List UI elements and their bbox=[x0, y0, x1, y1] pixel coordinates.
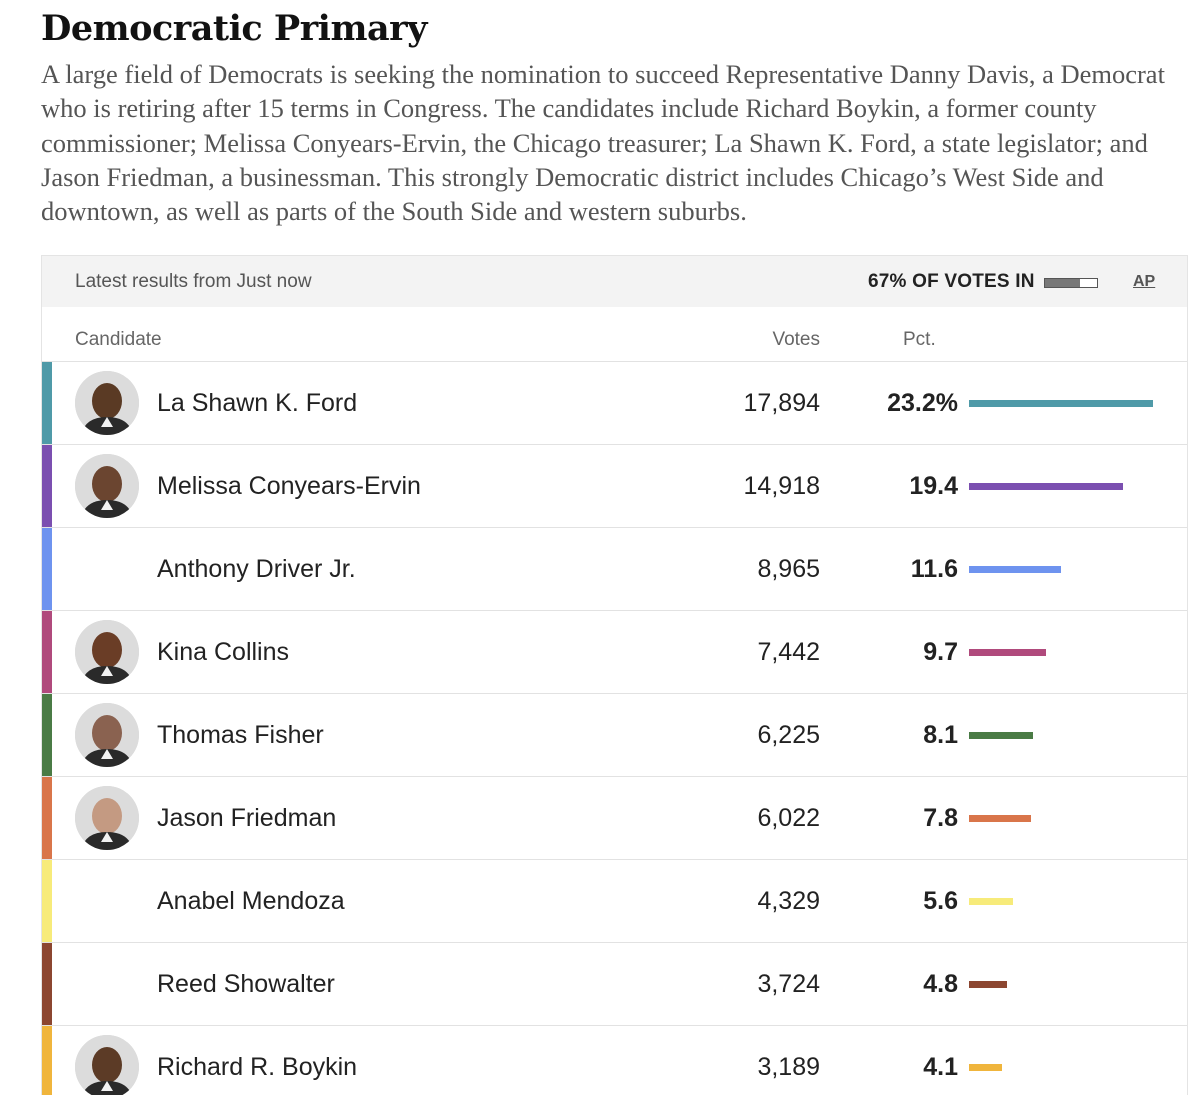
votes-in-progress-fill bbox=[1045, 279, 1080, 287]
candidate-pct-bar bbox=[969, 732, 1033, 739]
candidate-votes: 14,918 bbox=[743, 472, 820, 500]
candidate-votes: 7,442 bbox=[757, 638, 820, 666]
candidate-votes: 3,189 bbox=[757, 1053, 820, 1081]
column-header-candidate: Candidate bbox=[75, 329, 162, 350]
table-row: Thomas Fisher 6,225 8.1 bbox=[42, 694, 1187, 777]
candidate-color-swatch bbox=[42, 777, 52, 859]
portrait-icon bbox=[75, 1035, 139, 1095]
portrait-icon bbox=[75, 371, 139, 435]
candidate-rows: La Shawn K. Ford 17,894 23.2% Melissa Conye… bbox=[42, 362, 1187, 1095]
candidate-name: Reed Showalter bbox=[157, 970, 335, 998]
table-row: Anabel Mendoza 4,329 5.6 bbox=[42, 860, 1187, 943]
candidate-pct-bar bbox=[969, 1064, 1002, 1071]
candidate-pct: 9.7 bbox=[923, 638, 958, 666]
table-header: Candidate Votes Pct. bbox=[42, 307, 1187, 362]
avatar bbox=[75, 1035, 139, 1095]
candidate-color-swatch bbox=[42, 445, 52, 527]
results-meta-bar: Latest results from Just now 67% OF VOTE… bbox=[42, 256, 1187, 307]
race-description: A large field of Democrats is seeking th… bbox=[41, 59, 1165, 227]
avatar bbox=[75, 786, 139, 850]
candidate-votes: 6,022 bbox=[757, 804, 820, 832]
candidate-name: Jason Friedman bbox=[157, 804, 337, 832]
candidate-color-swatch bbox=[42, 694, 52, 776]
candidate-name: Melissa Conyears-Ervin bbox=[157, 472, 421, 500]
portrait-icon bbox=[75, 620, 139, 684]
candidate-votes: 3,724 bbox=[757, 970, 820, 998]
results-table: Latest results from Just now 67% OF VOTE… bbox=[41, 255, 1188, 1095]
page-title: Democratic Primary bbox=[41, 8, 427, 49]
candidate-pct: 11.6 bbox=[910, 555, 958, 583]
candidate-pct-bar bbox=[969, 815, 1031, 822]
votes-in-label: 67% OF VOTES IN bbox=[868, 271, 1035, 292]
candidate-votes: 6,225 bbox=[757, 721, 820, 749]
latest-results-label: Latest results from Just now bbox=[75, 271, 312, 292]
candidate-color-swatch bbox=[42, 528, 52, 610]
table-row: Reed Showalter 3,724 4.8 bbox=[42, 943, 1187, 1026]
candidate-pct: 8.1 bbox=[923, 721, 958, 749]
candidate-color-swatch bbox=[42, 860, 52, 942]
table-row: Melissa Conyears-Ervin 14,918 19.4 bbox=[42, 445, 1187, 528]
portrait-icon bbox=[75, 454, 139, 518]
candidate-color-swatch bbox=[42, 611, 52, 693]
candidate-name: Richard R. Boykin bbox=[157, 1053, 358, 1081]
table-row: Anthony Driver Jr. 8,965 11.6 bbox=[42, 528, 1187, 611]
portrait-icon bbox=[75, 786, 139, 850]
table-row: La Shawn K. Ford 17,894 23.2% bbox=[42, 362, 1187, 445]
column-header-votes: Votes bbox=[772, 329, 820, 350]
candidate-pct-bar bbox=[969, 981, 1007, 988]
candidate-name: Kina Collins bbox=[157, 638, 290, 666]
candidate-pct: 4.1 bbox=[923, 1053, 958, 1081]
candidate-pct: 7.8 bbox=[923, 804, 958, 832]
candidate-pct-bar bbox=[969, 483, 1123, 490]
candidate-color-swatch bbox=[42, 362, 52, 444]
candidate-color-swatch bbox=[42, 943, 52, 1025]
candidate-name: Thomas Fisher bbox=[157, 721, 324, 749]
candidate-name: Anthony Driver Jr. bbox=[157, 555, 356, 583]
candidate-pct-bar bbox=[969, 400, 1153, 407]
candidate-votes: 17,894 bbox=[743, 389, 820, 417]
table-row: Richard R. Boykin 3,189 4.1 bbox=[42, 1026, 1187, 1095]
candidate-name: Anabel Mendoza bbox=[157, 887, 345, 915]
candidate-pct: 23.2% bbox=[887, 389, 958, 417]
candidate-votes: 4,329 bbox=[757, 887, 820, 915]
candidate-pct: 5.6 bbox=[923, 887, 958, 915]
candidate-pct: 19.4 bbox=[909, 472, 958, 500]
candidate-pct: 4.8 bbox=[923, 970, 958, 998]
votes-in-progress-bar bbox=[1044, 278, 1098, 288]
candidate-color-swatch bbox=[42, 1026, 52, 1095]
portrait-icon bbox=[75, 703, 139, 767]
table-row: Kina Collins 7,442 9.7 bbox=[42, 611, 1187, 694]
avatar bbox=[75, 371, 139, 435]
column-header-pct: Pct. bbox=[903, 329, 936, 350]
candidate-pct-bar bbox=[969, 566, 1061, 573]
avatar bbox=[75, 620, 139, 684]
table-row: Jason Friedman 6,022 7.8 bbox=[42, 777, 1187, 860]
avatar bbox=[75, 454, 139, 518]
candidate-pct-bar bbox=[969, 649, 1046, 656]
avatar bbox=[75, 703, 139, 767]
candidate-votes: 8,965 bbox=[757, 555, 820, 583]
candidate-pct-bar bbox=[969, 898, 1013, 905]
ap-source-link[interactable]: AP bbox=[1133, 273, 1156, 290]
candidate-name: La Shawn K. Ford bbox=[157, 389, 358, 417]
